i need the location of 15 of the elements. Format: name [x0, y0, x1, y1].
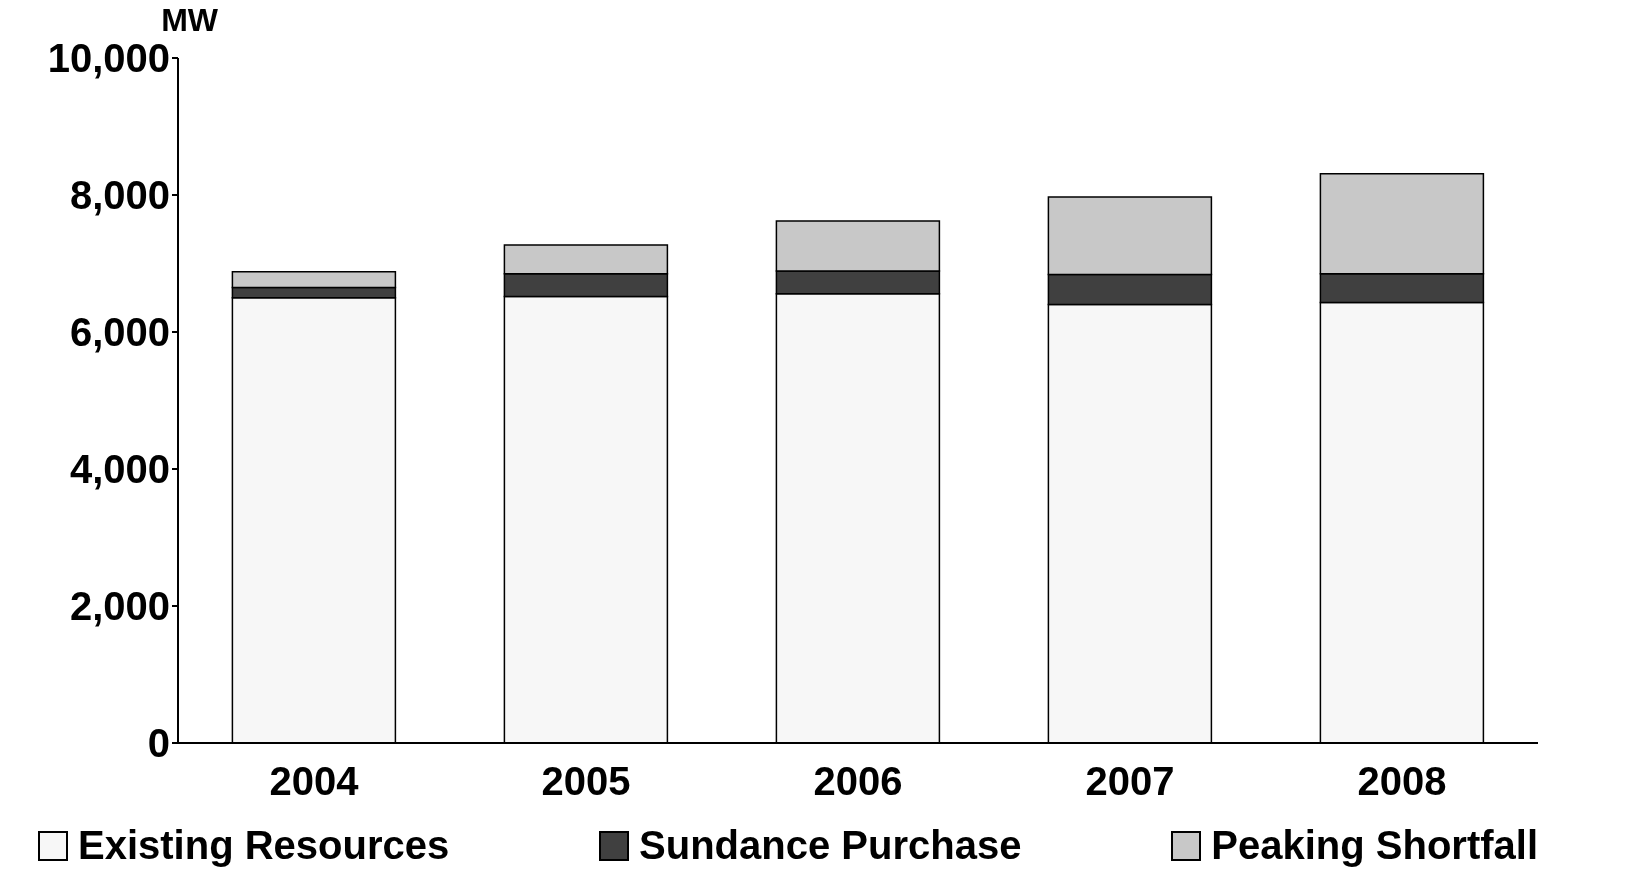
y-tick-label: 2,000	[69, 584, 170, 629]
x-tick-label: 2005	[541, 759, 631, 804]
legend-label: Existing Resources	[78, 823, 450, 868]
y-tick-label: 6,000	[69, 310, 170, 355]
y-tick-label: 8,000	[69, 173, 170, 218]
y-tick-label: 10,000	[47, 36, 170, 81]
x-tick-label: 2006	[813, 759, 903, 804]
y-tick-label: 0	[147, 721, 170, 766]
legend-label: Sundance Purchase	[639, 823, 1022, 868]
x-tick-label: 2004	[269, 759, 360, 804]
y-axis-title: MW	[161, 1, 219, 38]
x-tick-label: 2008	[1357, 759, 1447, 804]
x-tick-label: 2007	[1085, 759, 1175, 804]
legend-label: Peaking Shortfall	[1211, 823, 1538, 868]
y-tick-label: 4,000	[69, 447, 170, 492]
